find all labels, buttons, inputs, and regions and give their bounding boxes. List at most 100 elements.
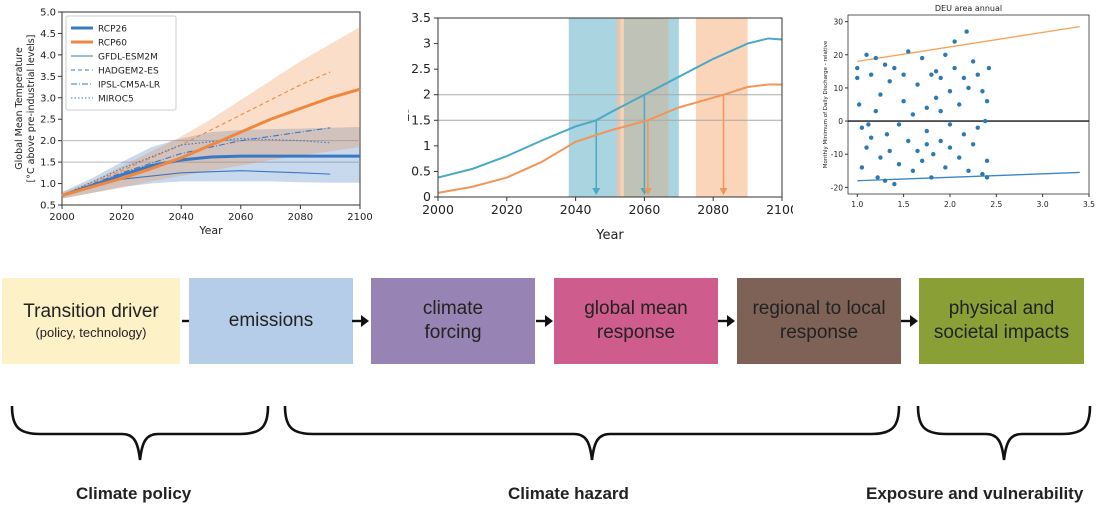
x-tick-label: 2100 xyxy=(766,202,793,217)
y-axis-label: Monthly Minimum of Daily Discharge - rel… xyxy=(823,40,829,168)
series-ipsl-cm5a-lr xyxy=(61,127,331,197)
crossing-arrowhead-2 xyxy=(643,188,652,195)
scatter-point xyxy=(892,65,897,71)
warming-level-chart: 2000 2020 2040 2060 2080 2100 0 0.5 1 1.5 2 2.5 3 3.5… xyxy=(408,0,793,245)
scatter-point xyxy=(984,175,990,180)
y-tick-label: 30 xyxy=(833,18,843,27)
scatter-point xyxy=(859,165,865,170)
y-tick-label: 2.0 xyxy=(40,136,56,147)
scatter-point xyxy=(915,82,920,87)
scatter-point xyxy=(919,55,925,61)
scatter-point xyxy=(943,52,948,57)
scatter-point xyxy=(952,65,957,71)
scatter-point xyxy=(864,145,869,150)
x-tick-label: 1.0 xyxy=(851,200,863,209)
series-hadgem2-es xyxy=(61,71,331,197)
box-global-mean-response: global mean response xyxy=(554,278,718,364)
scatter-point xyxy=(855,65,860,71)
scatter-point xyxy=(938,75,943,81)
box-transition-driver-label: Transition driver xyxy=(23,301,159,322)
y-tick-label: 20 xyxy=(833,51,843,60)
shaded-window-3 xyxy=(668,18,679,197)
x-axis-label: Year xyxy=(198,224,223,237)
scatter-point xyxy=(975,72,980,77)
shaded-window-4 xyxy=(696,18,748,197)
x-tick-label: 2020 xyxy=(491,202,523,217)
scatter-point xyxy=(915,148,920,154)
legend-label: RCP26 xyxy=(98,25,127,35)
legend-label: HADGEM2-ES xyxy=(98,67,159,77)
box-global-mean-response-label: global mean response xyxy=(584,298,688,343)
scatter-point xyxy=(901,98,906,104)
scatter-point xyxy=(864,52,869,57)
y-tick-label: 3 xyxy=(423,36,431,51)
y-axis-label: ΔT_g (°C) xyxy=(408,78,409,137)
flow-arrow-2 xyxy=(352,315,369,327)
scatter-point xyxy=(901,72,906,77)
y-tick-label: 1.5 xyxy=(40,158,56,169)
scatter-point xyxy=(975,125,980,130)
x-tick-label: 2080 xyxy=(288,212,313,223)
trend-line-1 xyxy=(857,171,1080,182)
plot-area xyxy=(847,14,1090,195)
box-climate-forcing-label: climate forcing xyxy=(422,298,484,343)
x-tick-label: 2020 xyxy=(109,212,134,223)
y-tick-label: 1.0 xyxy=(40,179,56,190)
scatter-point xyxy=(982,118,988,124)
scatter-point xyxy=(986,65,992,71)
y-tick-label: -10 xyxy=(831,150,843,159)
scatter-point xyxy=(919,158,925,164)
x-tick-label: 2100 xyxy=(347,212,372,223)
x-tick-label: 2040 xyxy=(168,212,193,223)
discharge-scatter-plot: 1.0 1.5 2.0 2.5 3.0 3.5 -20 -10 0 10 20 30 DEU area … xyxy=(823,4,1095,209)
scatter-point xyxy=(947,145,953,150)
scatter-point xyxy=(892,181,897,187)
scatter-point xyxy=(873,55,879,61)
x-tick-label: 3.0 xyxy=(1037,200,1049,209)
box-climate-forcing: climate forcing xyxy=(371,278,535,364)
scatter-point xyxy=(938,138,943,144)
scatter-point xyxy=(933,69,939,74)
legend-box xyxy=(65,15,177,111)
scatter-point xyxy=(970,142,976,147)
legend-label: IPSL-CM5A-LR xyxy=(98,81,160,91)
scatter-point xyxy=(910,168,916,173)
flow-arrow-5 xyxy=(901,315,918,327)
series-rcp60 xyxy=(61,87,361,198)
scatter-point xyxy=(873,108,879,114)
crossing-arrowhead-3 xyxy=(719,188,728,195)
legend-label: RCP60 xyxy=(98,39,127,49)
warming-series-1 xyxy=(437,83,782,194)
box-regional-local-response-label: regional to local response xyxy=(752,298,886,343)
y-tick-label: 2.5 xyxy=(411,61,431,76)
scatter-point xyxy=(943,165,948,170)
scatter-point xyxy=(924,128,929,134)
scatter-point xyxy=(970,59,976,64)
x-tick-label: 1.5 xyxy=(898,200,910,209)
legend-label: GFDL-ESM2M xyxy=(98,53,158,63)
scatter-point xyxy=(933,95,939,101)
x-tick-label: 2.0 xyxy=(944,200,956,209)
crossing-arrowhead-0 xyxy=(592,188,601,195)
scatter-point xyxy=(961,75,967,81)
y-tick-label: 1 xyxy=(423,138,431,153)
trend-line-0 xyxy=(857,25,1080,63)
y-axis-label: Global Mean Temperature xyxy=(14,47,25,170)
scatter-point xyxy=(980,171,985,177)
plot-frame xyxy=(437,17,783,198)
scatter-point xyxy=(929,72,934,77)
scatter-point xyxy=(938,108,943,114)
flow-arrow-3 xyxy=(536,315,553,327)
discharge-scatter-chart: 1.0 1.5 2.0 2.5 3.0 3.5 -20 -10 0 10 20 30 DEU area … xyxy=(818,0,1097,218)
label-climate-hazard: Climate hazard xyxy=(508,484,629,503)
y-tick-label: 3.5 xyxy=(40,72,56,83)
flow-arrow-4 xyxy=(718,315,735,327)
y-tick-label: 0 xyxy=(423,189,431,204)
scatter-point xyxy=(906,49,911,54)
y-tick-label: 2 xyxy=(423,87,431,102)
x-tick-label: 2000 xyxy=(49,212,74,223)
box-regional-local-response: regional to local response xyxy=(737,278,901,364)
x-tick-label: 2000 xyxy=(422,202,454,217)
legend: RCP26 RCP60 GFDL-ESM2M HADGEM2-ES IPSL-CM5A-… xyxy=(65,15,177,111)
y-tick-label: 1.5 xyxy=(411,112,431,127)
